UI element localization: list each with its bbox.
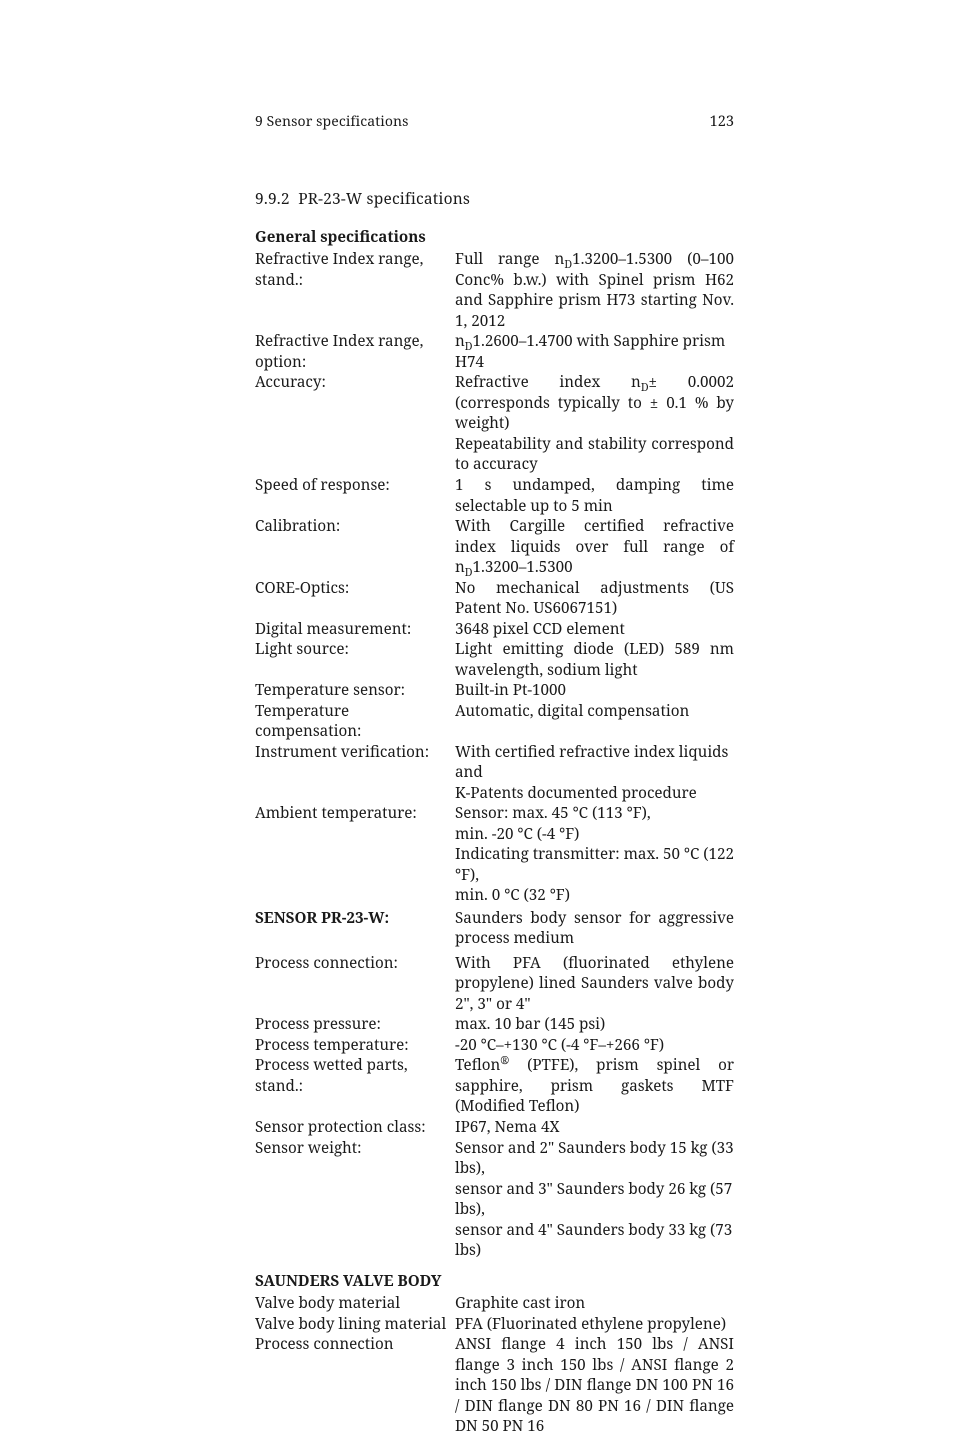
general-spec-label: Digital measurement: [255,619,455,640]
general-spec-value: 1 s undamped, damping time selectable up… [455,475,734,516]
sensor-spec-value: sensor and 4" Saunders body 33 kg (73 lb… [455,1220,734,1261]
general-heading: General specifications [255,227,734,248]
sensor-spec-value: IP67, Nema 4X [455,1117,734,1138]
general-spec-label: Light source: [255,639,455,660]
sensor-spec-label: Sensor weight: [255,1138,455,1159]
valve-spec-value: Graphite cast iron [455,1293,734,1314]
general-spec-row: Temperature compensation:Automatic, digi… [255,701,734,742]
general-spec-row: Refractive Index range, option:nD1.2600–… [255,331,734,372]
sensor-spec-value: -20 °C–+130 °C (-4 °F–+266 °F) [455,1035,734,1056]
general-spec-row: Accuracy:Refractive index nD± 0.0002 (co… [255,372,734,434]
general-spec-value: min. -20 °C (-4 °F) [455,824,734,845]
section-number: 9.9.2 [255,187,290,209]
valve-spec-row: Process connectionANSI flange 4 inch 150… [255,1334,734,1437]
valve-spec-list: Valve body materialGraphite cast ironVal… [255,1293,734,1437]
sensor-spec-value: With PFA (fluorinated ethylene propylene… [455,953,734,1015]
running-head-chapter: 9 Sensor specifications [255,113,409,132]
valve-spec-label: Valve body material [255,1293,455,1314]
general-spec-row: Temperature sensor:Built-in Pt-1000 [255,680,734,701]
general-spec-value: Automatic, digital compensation [455,701,734,722]
sensor-spec-row: sensor and 3" Saunders body 26 kg (57 lb… [255,1179,734,1220]
valve-spec-value: ANSI flange 4 inch 150 lbs / ANSI flange… [455,1334,734,1437]
valve-spec-label: Process connection [255,1334,455,1355]
general-spec-label: Temperature compensation: [255,701,455,742]
sensor-spec-list: Process connection:With PFA (fluorinated… [255,953,734,1261]
valve-spec-value: PFA (Fluorinated ethylene propylene) [455,1314,734,1335]
general-spec-label: Speed of response: [255,475,455,496]
sensor-spec-row: sensor and 4" Saunders body 33 kg (73 lb… [255,1220,734,1261]
running-head: 9 Sensor specifications 123 [255,112,734,132]
general-spec-label: Instrument verification: [255,742,455,763]
sensor-spec-row: Sensor weight:Sensor and 2" Saunders bod… [255,1138,734,1179]
general-spec-row: K-Patents documented procedure [255,783,734,804]
sensor-spec-value: Teflon® (PTFE), prism spinel or sapphire… [455,1055,734,1117]
valve-heading: SAUNDERS VALVE BODY [255,1271,734,1292]
general-spec-value: nD1.2600–1.4700 with Sapphire prism H74 [455,331,734,372]
general-spec-row: Speed of response:1 s undamped, damping … [255,475,734,516]
sensor-spec-label: Sensor protection class: [255,1117,455,1138]
general-spec-value: Repeatability and stability correspond t… [455,434,734,475]
general-spec-value: No mechanical adjustments (US Patent No.… [455,578,734,619]
section-title: 9.9.2 PR-23-W specifications [255,188,734,209]
general-spec-label: Refractive Index range, option: [255,331,455,372]
sensor-spec-label: Process connection: [255,953,455,974]
sensor-spec-label: Process wetted parts, stand.: [255,1055,455,1096]
general-spec-value: Light emitting diode (LED) 589 nm wavele… [455,639,734,680]
general-spec-row: min. -20 °C (-4 °F) [255,824,734,845]
sensor-heading: SENSOR PR-23-W: [255,908,455,929]
general-spec-row: Instrument verification:With certified r… [255,742,734,783]
general-spec-value: Indicating transmitter: max. 50 °C (122 … [455,844,734,885]
general-spec-value: Built-in Pt-1000 [455,680,734,701]
general-spec-value: 3648 pixel CCD element [455,619,734,640]
sensor-spec-value: Sensor and 2" Saunders body 15 kg (33 lb… [455,1138,734,1179]
general-spec-list: Refractive Index range, stand.:Full rang… [255,249,734,906]
general-spec-label: Accuracy: [255,372,455,393]
sensor-spec-row: Process wetted parts, stand.:Teflon® (PT… [255,1055,734,1117]
sensor-heading-row: SENSOR PR-23-W: Saunders body sensor for… [255,908,734,949]
general-spec-row: Indicating transmitter: max. 50 °C (122 … [255,844,734,885]
general-spec-value: Sensor: max. 45 °C (113 °F), [455,803,734,824]
sensor-spec-row: Process connection:With PFA (fluorinated… [255,953,734,1015]
general-spec-row: Refractive Index range, stand.:Full rang… [255,249,734,331]
general-spec-row: Digital measurement:3648 pixel CCD eleme… [255,619,734,640]
sensor-spec-row: Sensor protection class:IP67, Nema 4X [255,1117,734,1138]
page: 9 Sensor specifications 123 9.9.2 PR-23-… [0,0,954,1270]
general-spec-row: min. 0 °C (32 °F) [255,885,734,906]
general-spec-row: CORE-Optics:No mechanical adjustments (U… [255,578,734,619]
valve-spec-row: Valve body lining materialPFA (Fluorinat… [255,1314,734,1335]
general-spec-label: Ambient temperature: [255,803,455,824]
general-spec-row: Ambient temperature:Sensor: max. 45 °C (… [255,803,734,824]
general-spec-value: With Cargille certified refractive index… [455,516,734,578]
general-spec-row: Repeatability and stability correspond t… [255,434,734,475]
sensor-spec-value: max. 10 bar (145 psi) [455,1014,734,1035]
general-spec-label: Refractive Index range, stand.: [255,249,455,290]
sensor-spec-label: Process temperature: [255,1035,455,1056]
general-spec-value: min. 0 °C (32 °F) [455,885,734,906]
valve-spec-label: Valve body lining material [255,1314,455,1335]
running-head-page-number: 123 [710,112,734,132]
general-spec-row: Calibration:With Cargille certified refr… [255,516,734,578]
general-spec-label: Temperature sensor: [255,680,455,701]
general-spec-value: Full range nD1.3200–1.5300 (0–100 Conc% … [455,249,734,331]
general-spec-value: K-Patents documented procedure [455,783,734,804]
general-spec-value: Refractive index nD± 0.0002 (corresponds… [455,372,734,434]
general-spec-value: With certified refractive index liquids … [455,742,734,783]
general-spec-label: CORE-Optics: [255,578,455,599]
valve-spec-row: Valve body materialGraphite cast iron [255,1293,734,1314]
general-spec-label: Calibration: [255,516,455,537]
sensor-spec-row: Process pressure:max. 10 bar (145 psi) [255,1014,734,1035]
sensor-spec-row: Process temperature:-20 °C–+130 °C (-4 °… [255,1035,734,1056]
section-title-text: PR-23-W specifications [298,187,470,209]
sensor-spec-value: sensor and 3" Saunders body 26 kg (57 lb… [455,1179,734,1220]
sensor-spec-label: Process pressure: [255,1014,455,1035]
general-spec-row: Light source:Light emitting diode (LED) … [255,639,734,680]
sensor-heading-value: Saunders body sensor for aggressive proc… [455,908,734,949]
